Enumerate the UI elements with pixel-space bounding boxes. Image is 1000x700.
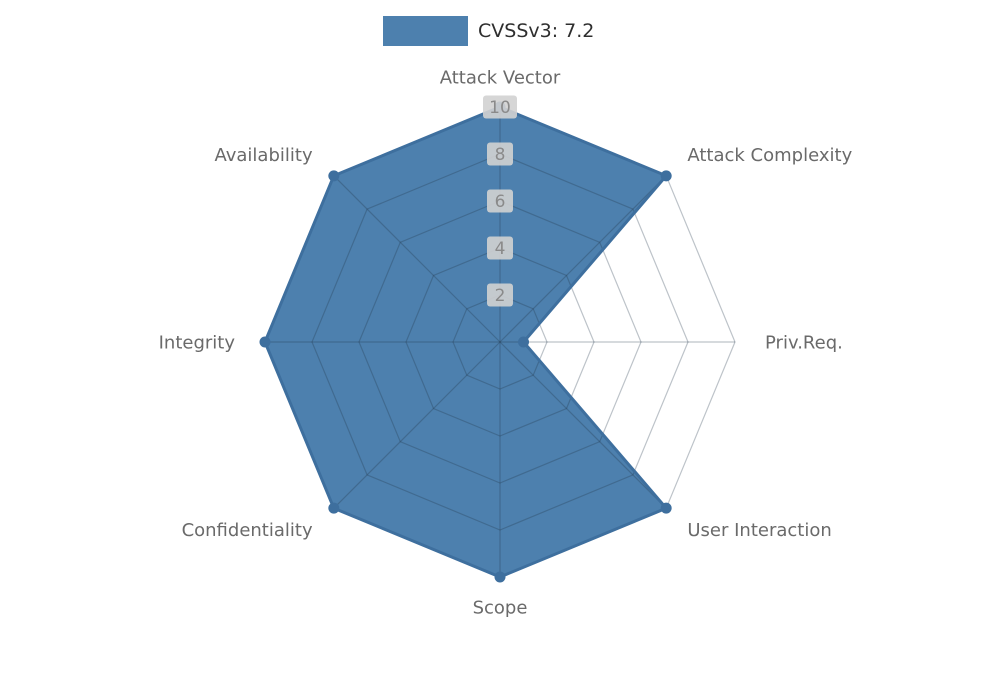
tick-label: 10 — [489, 98, 511, 118]
legend-swatch — [383, 16, 468, 46]
tick-box — [487, 283, 513, 307]
grid-ring — [405, 247, 595, 437]
tick-box — [487, 142, 513, 166]
tick-label: 4 — [495, 239, 506, 259]
radar-marker — [259, 336, 271, 348]
tick-box — [487, 189, 513, 213]
axis-label: Integrity — [159, 332, 236, 353]
tick-label: 6 — [495, 192, 506, 212]
grid-spoke — [333, 175, 501, 343]
axis-label: User Interaction — [687, 520, 831, 541]
tick-label: 8 — [495, 145, 506, 165]
radar-marker — [328, 502, 340, 514]
axis-label: Confidentiality — [182, 520, 313, 541]
axis-label: Priv.Req. — [765, 332, 843, 353]
axis-label: Attack Complexity — [687, 145, 852, 166]
radar-marker — [328, 170, 340, 182]
axis-label: Scope — [473, 597, 528, 618]
axis-label: Attack Vector — [440, 67, 561, 88]
grid-ring — [452, 294, 548, 390]
grid-ring — [311, 153, 689, 531]
tick-box — [483, 95, 517, 119]
radar-marker — [518, 336, 529, 348]
radar-marker — [660, 502, 672, 514]
grid-spoke — [499, 175, 667, 343]
radar-marker — [660, 170, 672, 182]
tick-label: 2 — [495, 286, 506, 306]
radar-marker — [494, 571, 506, 583]
legend: CVSSv3: 7.2 — [383, 16, 594, 46]
grid-spoke — [499, 341, 667, 509]
grid-spoke — [333, 341, 501, 509]
tick-box — [487, 236, 513, 260]
radar-fill — [265, 107, 667, 577]
axis-label: Availability — [214, 145, 312, 166]
legend-label: CVSSv3: 7.2 — [478, 20, 595, 42]
grid-ring — [358, 200, 642, 484]
